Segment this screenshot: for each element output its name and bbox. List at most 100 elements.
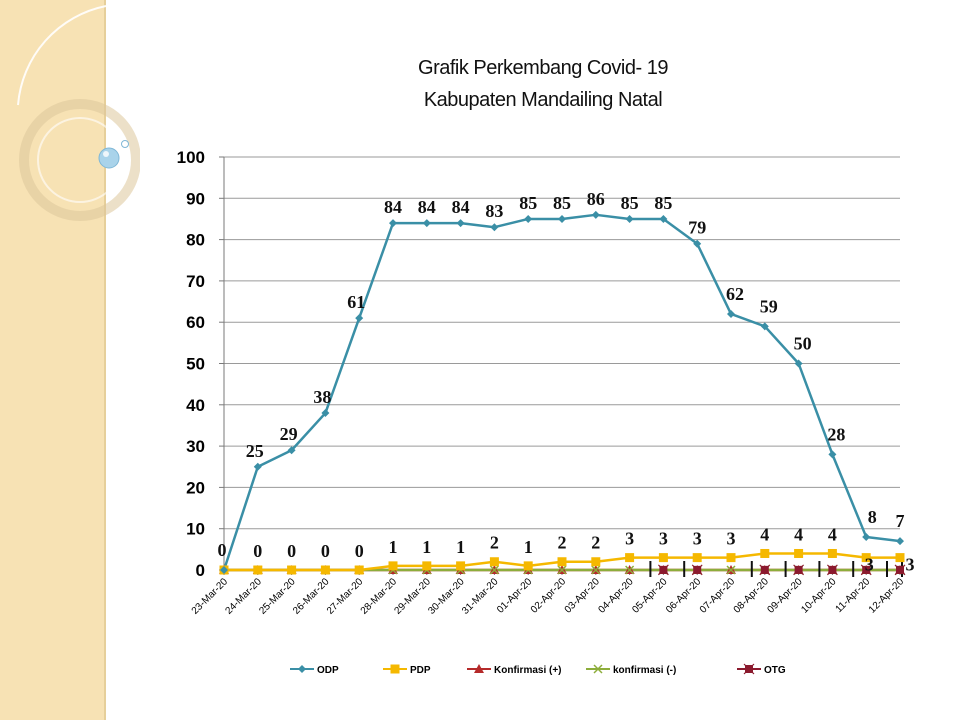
odp-data-label: 29	[280, 424, 298, 444]
odp-data-label: 61	[347, 292, 365, 312]
decorative-circles	[17, 5, 140, 221]
x-axis-ticks: 23-Mar-2024-Mar-2025-Mar-2026-Mar-2027-M…	[190, 576, 907, 617]
y-tick-label: 80	[186, 231, 205, 250]
odp-data-label: 8	[868, 507, 877, 527]
slide-sidebar-panel	[0, 0, 106, 720]
x-tick-label: 04-Apr-20	[596, 576, 636, 616]
konfirmasi-marker	[726, 565, 736, 575]
legend-marker-odp	[298, 665, 306, 673]
pdp-data-label: 3	[865, 555, 874, 575]
odp-marker	[253, 462, 262, 471]
pdp-marker	[320, 565, 330, 575]
odp-marker	[220, 566, 228, 574]
pdp-data-label: 0	[253, 541, 262, 561]
x-tick-label: 09-Apr-20	[765, 576, 805, 616]
odp-data-label: 50	[794, 334, 812, 354]
pdp-marker	[557, 557, 567, 567]
y-tick-label: 90	[186, 189, 205, 208]
pdp-marker	[523, 561, 533, 571]
odp-data-label: 84	[452, 197, 470, 217]
series-markers	[219, 210, 906, 576]
odp-data-label: 38	[313, 387, 331, 407]
odp-marker	[355, 314, 364, 323]
odp-marker	[828, 450, 837, 459]
pdp-marker	[861, 553, 871, 563]
pdp-data-label: 0	[287, 541, 296, 561]
pdp-marker	[388, 561, 398, 571]
pdp-marker	[895, 553, 905, 563]
x-tick-label: 01-Apr-20	[495, 576, 535, 616]
otg-marker-cross	[691, 564, 703, 576]
y-tick-label: 0	[196, 561, 205, 580]
konfirmasi-marker	[591, 565, 601, 575]
legend-label-konfirmasi: Konfirmasi (+)	[494, 665, 562, 676]
odp-data-label: 85	[553, 193, 571, 213]
legend-label-otg: OTG	[764, 665, 786, 676]
otg-marker-cross	[793, 564, 805, 576]
odp-marker	[896, 537, 904, 546]
chart-title-line1: Grafik Perkembang Covid- 19	[418, 57, 668, 79]
pdp-marker	[794, 548, 804, 558]
legend-marker-konfirmasi	[474, 664, 484, 673]
odp-marker	[524, 214, 533, 223]
odp-marker	[862, 532, 871, 541]
otg-marker-cross	[759, 564, 771, 576]
otg-marker-cross	[860, 564, 872, 576]
x-tick-label: 08-Apr-20	[732, 576, 772, 616]
konfirmasi-marker	[489, 565, 499, 575]
odp-marker	[760, 322, 769, 331]
legend-marker-konfirmasi	[593, 664, 603, 674]
pdp-data-label: 1	[524, 537, 533, 557]
pdp-marker	[422, 561, 432, 571]
otg-marker-cross	[826, 564, 838, 576]
otg-marker-cross	[657, 564, 669, 576]
x-tick-label: 10-Apr-20	[799, 576, 839, 616]
legend-marker-pdp	[390, 664, 400, 674]
legend-label-odp: ODP	[317, 665, 339, 676]
pdp-data-label: 1	[456, 537, 465, 557]
decor-ring-large	[19, 99, 140, 221]
odp-marker	[558, 214, 566, 223]
odp-marker	[794, 359, 803, 368]
pdp-marker	[591, 557, 601, 567]
pdp-marker	[827, 548, 837, 558]
pdp-marker	[354, 565, 364, 575]
pdp-data-label: 1	[422, 537, 431, 557]
y-tick-label: 20	[186, 478, 205, 497]
legend-label-pdp: PDP	[410, 665, 431, 676]
legend-marker-otg-cross	[743, 663, 755, 675]
legend-label-konfirmasi: konfirmasi (-)	[613, 665, 676, 676]
pdp-data-label: 2	[558, 533, 567, 553]
pdp-marker	[726, 553, 736, 563]
x-tick-label: 02-Apr-20	[529, 576, 569, 616]
odp-data-label: 7	[896, 511, 905, 531]
pdp-data-label: 4	[794, 524, 803, 544]
odp-marker	[422, 219, 431, 228]
konfirmasi-marker	[625, 565, 635, 575]
y-tick-label: 100	[177, 148, 205, 167]
x-tick-label: 07-Apr-20	[698, 576, 738, 616]
pdp-data-label: 3	[727, 529, 736, 549]
pdp-marker	[658, 553, 668, 563]
odp-data-label: 85	[519, 193, 537, 213]
y-tick-label: 30	[186, 437, 205, 456]
odp-marker	[456, 219, 465, 228]
pdp-marker	[760, 548, 770, 558]
odp-marker	[659, 214, 668, 223]
pdp-data-label: 1	[389, 537, 398, 557]
odp-data-label: 86	[587, 189, 605, 209]
odp-data-label: 59	[760, 296, 778, 316]
x-tick-label: 12-Apr-20	[867, 576, 907, 616]
pdp-data-label: 2	[490, 533, 499, 553]
y-tick-label: 50	[186, 355, 205, 374]
odp-data-label: 83	[485, 201, 503, 221]
odp-data-label: 28	[827, 424, 845, 444]
sidebar-divider	[104, 0, 106, 720]
odp-data-label: 84	[418, 197, 436, 217]
odp-data-label: 62	[726, 284, 744, 304]
y-tick-label: 10	[186, 520, 205, 539]
pdp-data-label: 0	[218, 540, 227, 560]
odp-marker	[287, 446, 296, 455]
chart-title-line2: Kabupaten Mandailing Natal	[424, 89, 662, 111]
pdp-data-label: 3	[906, 555, 915, 575]
